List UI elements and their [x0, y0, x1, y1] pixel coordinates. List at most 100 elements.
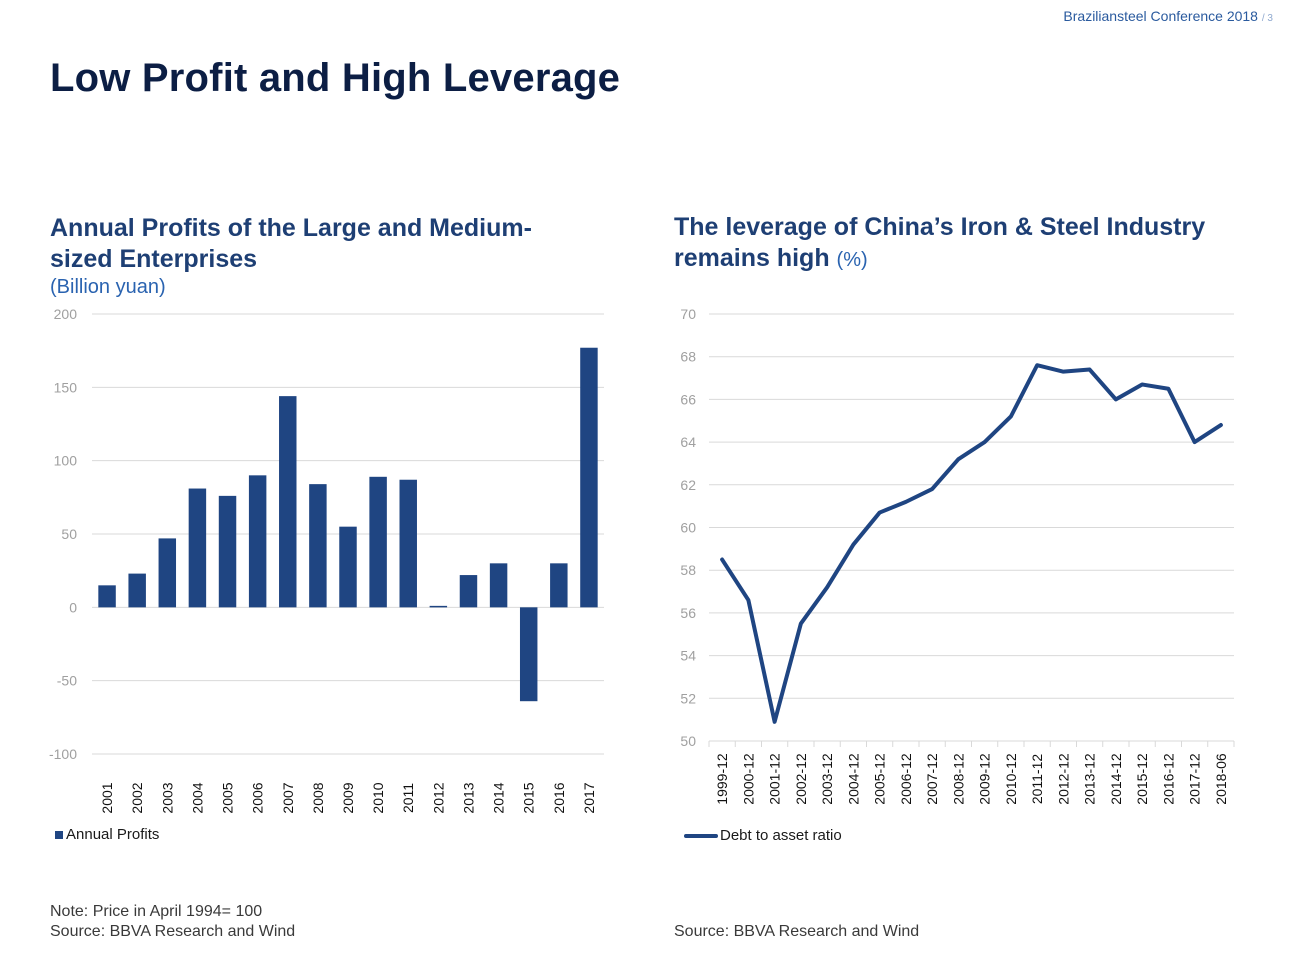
x-tick-label: 2000-12 — [740, 753, 756, 805]
y-tick-label: 56 — [680, 605, 696, 621]
series-line — [720, 363, 1223, 724]
bar — [98, 585, 116, 608]
x-tick-label: 2018-06 — [1213, 753, 1229, 805]
data-point — [746, 598, 750, 602]
data-point — [773, 720, 777, 724]
y-tick-label: -100 — [49, 746, 77, 762]
data-point — [799, 622, 803, 626]
x-tick-label: 2017 — [581, 782, 597, 813]
y-tick-label: 50 — [680, 733, 696, 749]
data-point — [956, 457, 960, 461]
data-point — [825, 585, 829, 589]
x-tick-label: 2004-12 — [845, 753, 861, 805]
x-tick-label: 2005 — [220, 782, 236, 813]
right-chart-unit: (%) — [836, 249, 868, 271]
x-tick-label: 2008 — [310, 782, 326, 813]
x-tick-label: 2014-12 — [1108, 753, 1124, 805]
bar — [128, 573, 146, 608]
x-tick-label: 2013-12 — [1082, 753, 1098, 805]
x-tick-label: 2011 — [400, 783, 416, 813]
x-tick-label: 2010 — [370, 782, 386, 813]
x-tick-label: 2010-12 — [1003, 753, 1019, 805]
x-tick-label: 2015 — [521, 782, 537, 813]
y-tick-label: -50 — [57, 673, 77, 689]
conference-header: Braziliansteel Conference 2018 / 3 — [1063, 8, 1273, 24]
data-point — [1193, 440, 1197, 444]
conference-name: Braziliansteel Conference 2018 — [1063, 8, 1258, 24]
slide-title: Low Profit and High Leverage — [50, 56, 621, 100]
bar — [248, 475, 267, 608]
data-point — [904, 500, 908, 504]
bar — [369, 476, 387, 608]
left-legend-label: Annual Profits — [66, 826, 160, 843]
y-tick-label: 60 — [680, 520, 696, 536]
data-point — [930, 487, 934, 491]
bar — [489, 563, 508, 608]
x-tick-label: 2002 — [129, 782, 145, 813]
data-point — [1140, 382, 1144, 386]
x-tick-label: 1999-12 — [714, 753, 730, 805]
x-tick-label: 2007-12 — [924, 753, 940, 805]
right-source: Source: BBVA Research and Wind — [674, 923, 920, 940]
x-tick-label: 2016-12 — [1160, 753, 1176, 805]
x-tick-label: 2008-12 — [950, 753, 966, 805]
data-point — [1166, 387, 1170, 391]
bar — [158, 538, 177, 608]
x-tick-label: 2011-12 — [1029, 754, 1045, 805]
y-tick-label: 54 — [680, 648, 696, 664]
left-chart-subtitle: (Billion yuan) — [50, 276, 166, 298]
left-legend: Annual Profits — [55, 826, 159, 843]
bar — [309, 484, 327, 608]
bar — [429, 605, 448, 608]
y-tick-label: 52 — [680, 690, 696, 706]
bar — [218, 495, 237, 608]
x-tick-label: 2012-12 — [1055, 753, 1071, 805]
data-point — [1061, 370, 1065, 374]
bar — [580, 347, 598, 608]
x-tick-label: 2009-12 — [977, 753, 993, 805]
y-tick-label: 58 — [680, 562, 696, 578]
x-tick-label: 2012 — [430, 782, 446, 813]
x-tick-label: 2001-12 — [767, 753, 783, 805]
data-point — [1088, 368, 1092, 372]
legend-bar-swatch — [55, 830, 63, 839]
x-tick-label: 2015-12 — [1134, 753, 1150, 805]
data-point — [983, 440, 987, 444]
data-point — [851, 543, 855, 547]
y-tick-label: 0 — [69, 599, 77, 615]
left-source: Source: BBVA Research and Wind — [50, 923, 296, 940]
y-tick-label: 68 — [680, 349, 696, 365]
y-tick-label: 64 — [680, 434, 696, 450]
x-tick-label: 2004 — [189, 782, 205, 813]
bar — [550, 563, 568, 608]
right-chart-title-text: The leverage of China’s Iron & Steel Ind… — [674, 213, 1206, 272]
x-tick-label: 2014 — [491, 782, 507, 813]
bar — [399, 479, 417, 608]
y-tick-label: 100 — [54, 453, 78, 469]
x-tick-label: 2007 — [280, 782, 296, 813]
y-tick-label: 150 — [54, 379, 78, 395]
bar — [519, 607, 538, 702]
x-tick-label: 2017-12 — [1187, 753, 1203, 805]
data-point — [878, 511, 882, 515]
x-tick-label: 2003-12 — [819, 753, 835, 805]
page-number: / 3 — [1261, 13, 1273, 24]
bar — [279, 396, 297, 608]
left-chart-title: Annual Profits of the Large and Medium-s… — [50, 214, 532, 273]
data-point — [1009, 414, 1013, 418]
bar — [188, 488, 207, 608]
y-tick-label: 66 — [680, 391, 696, 407]
bar — [339, 526, 357, 608]
data-point — [1219, 423, 1223, 427]
right-chart-title: The leverage of China’s Iron & Steel Ind… — [674, 212, 1264, 276]
x-tick-label: 2006-12 — [898, 753, 914, 805]
y-tick-label: 62 — [680, 477, 696, 493]
x-tick-label: 2003 — [159, 782, 175, 813]
right-legend: Debt to asset ratio — [684, 827, 842, 844]
data-point — [1035, 363, 1039, 367]
y-tick-label: 200 — [54, 306, 78, 322]
y-tick-label: 70 — [680, 306, 696, 322]
legend-line-swatch — [684, 833, 718, 838]
